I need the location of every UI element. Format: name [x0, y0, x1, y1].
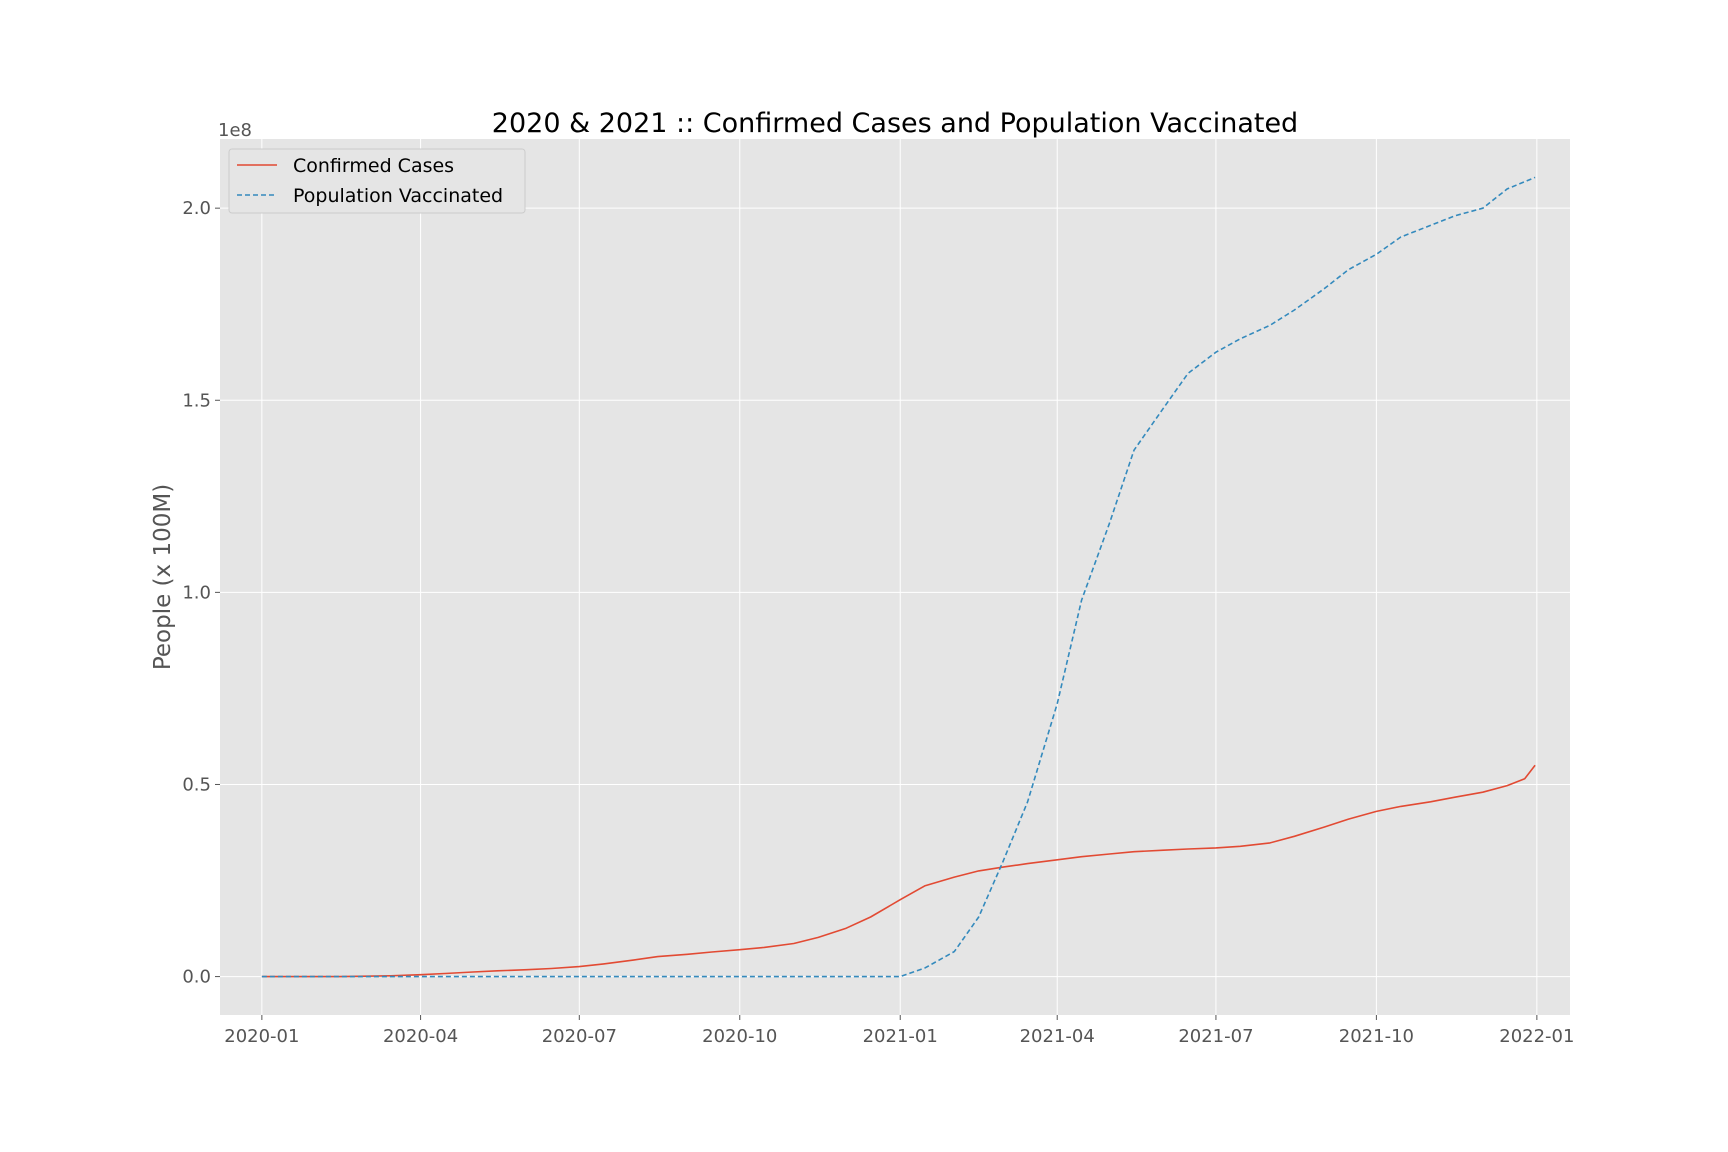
gridlines	[220, 139, 1570, 1015]
plot-background	[220, 139, 1570, 1015]
legend-label-population-vaccinated: Population Vaccinated	[293, 185, 503, 207]
x-tick-label: 2021-07	[1178, 1026, 1253, 1047]
y-tick-label: 1.5	[182, 390, 211, 411]
x-tick-label: 2020-04	[383, 1026, 458, 1047]
y-tick-label: 0.5	[182, 774, 211, 795]
x-tick-label: 2020-10	[702, 1026, 777, 1047]
y-offset-label: 1e8	[218, 120, 252, 141]
y-axis-label: People (x 100M)	[150, 484, 176, 670]
x-tick-label: 2020-01	[224, 1026, 299, 1047]
y-tick-label: 1.0	[182, 582, 211, 603]
chart-title: 2020 & 2021 :: Confirmed Cases and Popul…	[492, 108, 1298, 139]
x-tick-label: 2021-04	[1020, 1026, 1095, 1047]
x-tick-label: 2022-01	[1499, 1026, 1574, 1047]
x-tick-label: 2020-07	[542, 1026, 617, 1047]
legend-box	[228, 148, 526, 214]
legend-label-confirmed-cases: Confirmed Cases	[293, 155, 454, 177]
x-tick-label: 2021-10	[1339, 1026, 1414, 1047]
series-line-confirmed-cases	[261, 764, 1536, 978]
series-layer	[261, 176, 1536, 978]
x-tick-label: 2021-01	[863, 1026, 938, 1047]
y-axis-ticks: 0.0 0.5 1.0 1.5 2.0	[182, 198, 220, 988]
y-tick-label: 2.0	[182, 198, 211, 219]
series-line-population-vaccinated	[261, 176, 1536, 978]
y-tick-label: 0.0	[182, 967, 211, 988]
legend: Confirmed Cases Population Vaccinated	[228, 148, 526, 214]
x-axis-ticks: 2020-01 2020-04 2020-07 2020-10 2021-01 2021-…	[224, 1015, 1574, 1047]
